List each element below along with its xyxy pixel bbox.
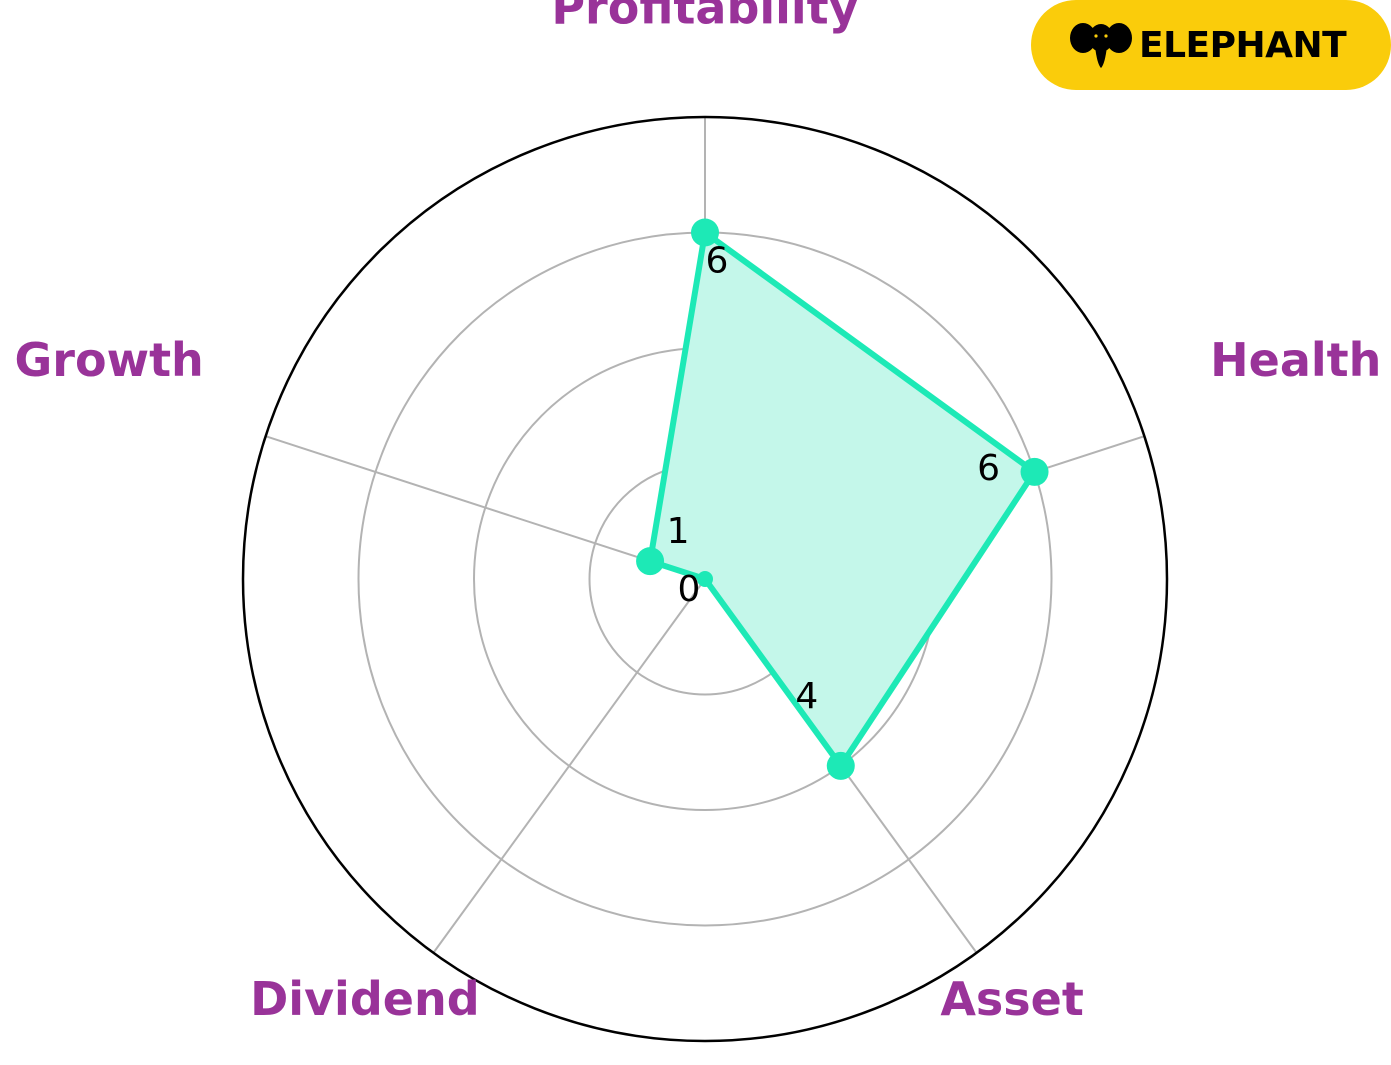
axis-label-growth: Growth [15,333,204,387]
axis-label-asset: Asset [940,972,1084,1026]
axis-label-health: Health [1210,333,1381,387]
data-point-profitability [691,218,719,247]
outer-ring [241,115,1169,1043]
series-area [650,232,1035,766]
data-point-growth [636,547,665,576]
value-label-profitability: 6 [706,241,729,282]
data-point-health [1020,457,1049,486]
series-line [647,229,1038,769]
data-point-dividend [697,571,713,587]
elephant-icon [1070,23,1132,68]
radar-labels: 6 6 4 0 1 Profitability Health Asset Dividend Gro… [15,0,1382,1026]
radar-series [636,218,1049,780]
axis-label-dividend: Dividend [250,972,480,1026]
value-label-dividend: 0 [678,569,701,610]
data-point-asset [826,751,855,780]
value-label-health: 6 [977,448,1000,489]
grid-spoke [432,578,706,954]
grid-spoke [265,435,706,580]
value-label-asset: 4 [795,676,818,717]
axis-label-profitability: Profitability [551,0,858,35]
elephant-brand-badge: ELEPHANT [1031,0,1391,90]
brand-name: ELEPHANT [1139,24,1347,66]
value-label-growth: 1 [667,511,690,552]
